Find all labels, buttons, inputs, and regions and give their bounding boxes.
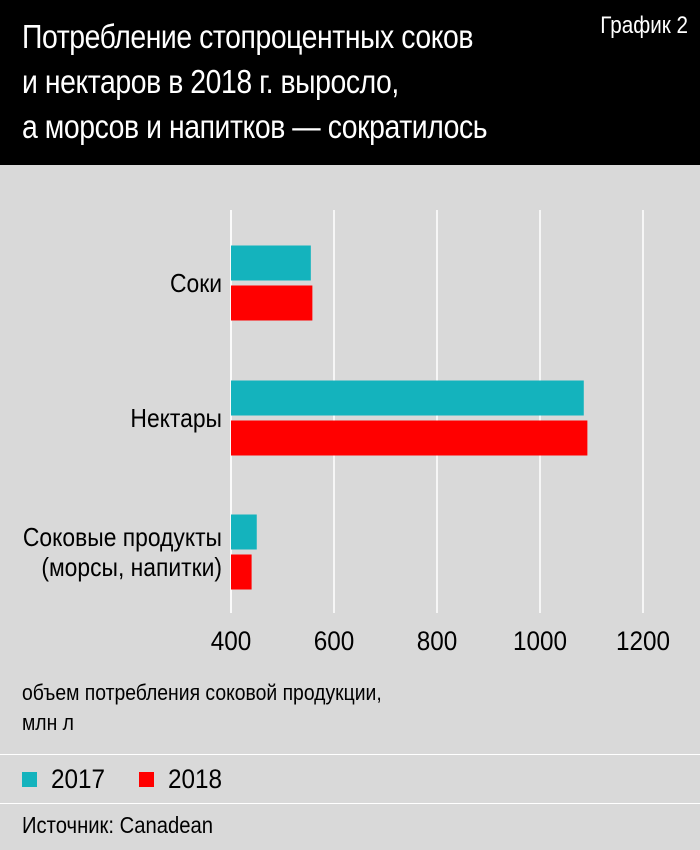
x-axis-label: объем потребления соковой продукции, млн… bbox=[22, 678, 382, 738]
x-tick-label: 1200 bbox=[616, 627, 670, 656]
x-tick-label: 600 bbox=[314, 627, 355, 656]
bar-chart: 400 600 800 1000 1200 Соки Нектары Соковые прод… bbox=[23, 210, 670, 656]
category-label: Соковые продукты bbox=[23, 524, 222, 553]
legend-item-2017: 2017 bbox=[22, 764, 111, 795]
legend: 2017 2018 bbox=[22, 763, 256, 795]
bar-2018-3 bbox=[231, 554, 252, 590]
x-axis-label-line: объем потребления соковой продукции, bbox=[22, 680, 382, 705]
x-tick-label: 1000 bbox=[513, 627, 567, 656]
bar-2017-3 bbox=[231, 514, 257, 550]
bar-2018-2 bbox=[231, 420, 588, 456]
divider bbox=[0, 754, 700, 755]
bar-2017-1 bbox=[231, 245, 311, 281]
legend-swatch-2018 bbox=[139, 771, 155, 787]
bar-2017-2 bbox=[231, 380, 584, 416]
chart-title-line: а морсов и напитков — сократилось bbox=[22, 108, 488, 145]
chart-title: Потребление стопроцентных соков и нектар… bbox=[22, 14, 504, 149]
legend-label-2018: 2018 bbox=[168, 763, 223, 794]
legend-label-2017: 2017 bbox=[51, 763, 106, 794]
chart-title-line: и нектаров в 2018 г. выросло, bbox=[22, 63, 399, 100]
legend-swatch-2017 bbox=[22, 771, 37, 787]
chart-number: График 2 bbox=[600, 12, 688, 39]
category-label: Соки bbox=[170, 270, 222, 299]
header: Потребление стопроцентных соков и нектар… bbox=[0, 0, 700, 165]
source-note: Источник: Canadean bbox=[22, 812, 214, 838]
chart-title-line: Потребление стопроцентных соков bbox=[22, 18, 474, 55]
x-tick-label: 400 bbox=[211, 627, 252, 656]
category-label: Нектары bbox=[130, 405, 222, 434]
category-label: (морсы, напитки) bbox=[41, 554, 222, 583]
divider bbox=[0, 803, 700, 804]
legend-item-2018: 2018 bbox=[139, 764, 228, 795]
x-axis-label-line: млн л bbox=[22, 710, 74, 735]
x-tick-label: 800 bbox=[417, 627, 458, 656]
bar-2018-1 bbox=[231, 285, 313, 321]
